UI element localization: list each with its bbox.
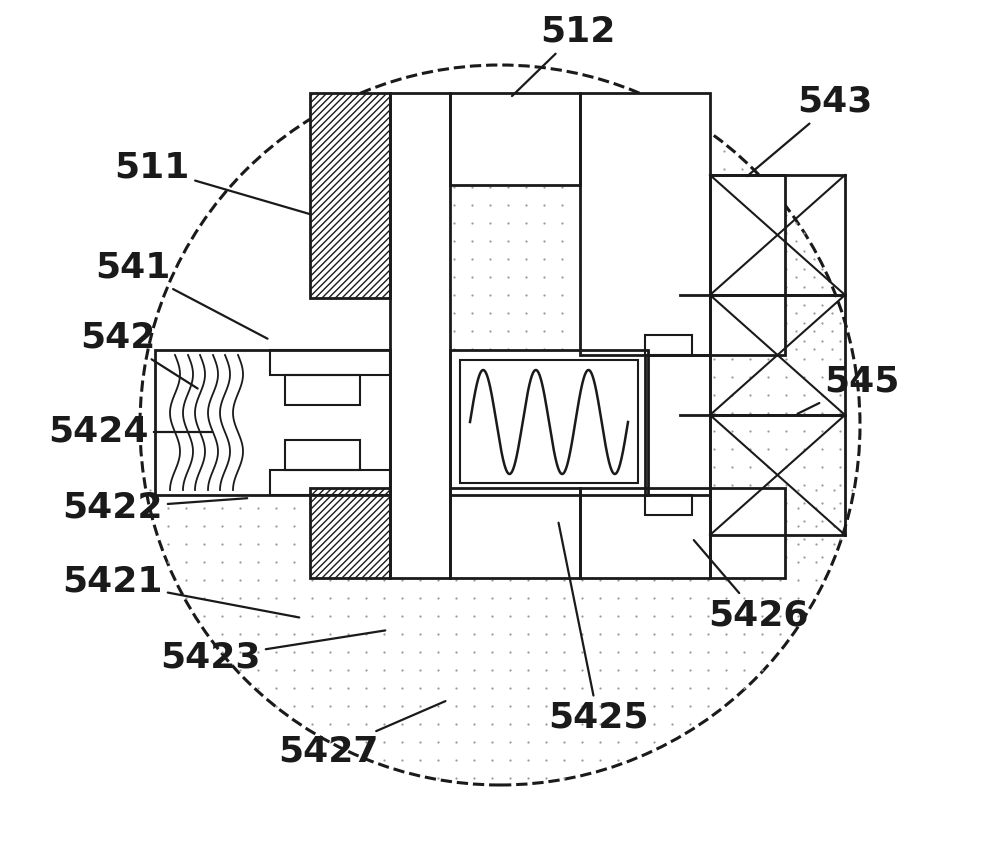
Bar (710, 488, 785, 578)
Bar (310, 295, 390, 488)
Text: 511: 511 (114, 151, 310, 214)
Bar (155, 350, 390, 495)
Bar (450, 488, 580, 578)
Bar (310, 93, 390, 298)
Bar (390, 93, 450, 578)
Bar (580, 488, 710, 578)
Bar (580, 93, 710, 355)
Text: 512: 512 (512, 15, 616, 96)
Text: 5426: 5426 (694, 540, 808, 632)
Bar (390, 93, 450, 578)
Text: 5427: 5427 (278, 701, 445, 769)
Text: 542: 542 (80, 321, 198, 388)
Text: 5422: 5422 (62, 491, 247, 525)
Bar (460, 360, 638, 483)
Bar (710, 175, 785, 355)
Bar (710, 488, 785, 578)
Bar (645, 355, 710, 495)
Text: 5423: 5423 (160, 631, 385, 675)
Text: 5425: 5425 (548, 523, 648, 735)
Bar (645, 355, 710, 495)
Bar (310, 488, 390, 578)
Bar (580, 93, 710, 355)
Text: 5421: 5421 (62, 565, 299, 618)
Text: 543: 543 (747, 85, 873, 176)
Text: 541: 541 (95, 251, 268, 338)
Text: 5424: 5424 (48, 415, 212, 449)
Bar (645, 495, 692, 515)
Bar (450, 93, 580, 185)
Bar (285, 375, 360, 405)
Bar (710, 175, 785, 355)
Bar (310, 93, 390, 298)
Bar (270, 470, 390, 495)
Bar (270, 350, 390, 375)
Text: 545: 545 (797, 365, 900, 414)
Bar (450, 350, 648, 495)
Bar (450, 93, 580, 185)
Bar (450, 488, 580, 578)
Bar (155, 350, 390, 495)
Bar (310, 488, 390, 578)
Bar (285, 440, 360, 470)
Bar (645, 335, 692, 355)
Bar (450, 350, 648, 495)
Bar (580, 488, 710, 578)
